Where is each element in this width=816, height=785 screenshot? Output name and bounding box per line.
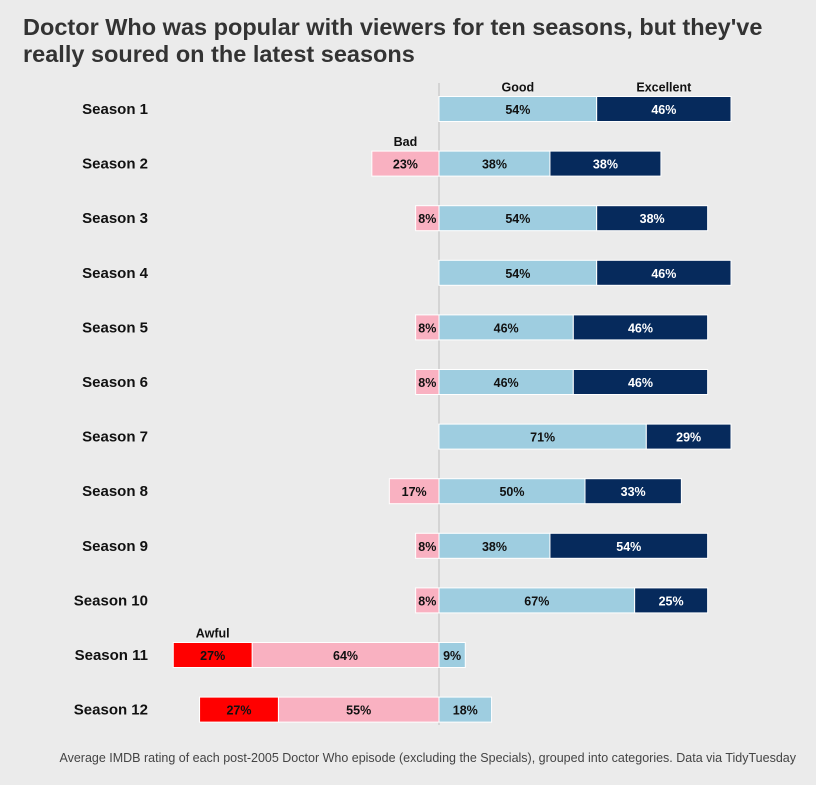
season-label-season-7: Season 7	[82, 429, 148, 446]
bar-bad-season-2	[371, 150, 440, 177]
bar-bad-season-11	[251, 642, 440, 668]
bar-label-excellent-season-9: 54%	[616, 540, 641, 554]
bar-good-season-10	[438, 587, 636, 614]
season-label-season-11: Season 11	[75, 647, 148, 664]
bar-label-excellent-season-4: 46%	[651, 267, 676, 281]
bar-label-excellent-season-1: 46%	[651, 103, 676, 117]
season-label-season-9: Season 9	[82, 538, 148, 555]
bar-label-excellent-season-3: 38%	[640, 212, 665, 226]
bar-good-season-2	[438, 150, 551, 177]
bar-label-good-season-11: 9%	[443, 649, 461, 663]
bar-label-bad-season-6: 8%	[418, 376, 436, 390]
bar-label-excellent-season-10: 25%	[659, 594, 684, 608]
chart-caption: Average IMDB rating of each post-2005 Do…	[59, 751, 796, 765]
bar-label-excellent-season-2: 38%	[593, 158, 618, 172]
bar-label-excellent-season-5: 46%	[628, 321, 653, 335]
bar-label-excellent-season-8: 33%	[621, 485, 646, 499]
bar-label-excellent-season-6: 46%	[628, 376, 653, 390]
bar-excellent-season-9	[549, 532, 709, 559]
bar-label-good-season-1: 54%	[505, 103, 530, 117]
bar-excellent-season-10	[634, 587, 709, 614]
bar-label-bad-season-12: 55%	[346, 704, 371, 718]
season-label-season-5: Season 5	[82, 319, 148, 336]
bar-excellent-season-6	[572, 369, 709, 395]
category-label-excellent: Excellent	[636, 81, 692, 95]
season-label-season-8: Season 8	[82, 483, 148, 500]
bar-label-bad-season-5: 8%	[418, 321, 436, 335]
category-label-awful: Awful	[196, 627, 230, 641]
bar-label-good-season-12: 18%	[453, 704, 478, 718]
bar-label-good-season-6: 46%	[494, 376, 519, 390]
bar-good-season-5	[438, 314, 574, 341]
bar-good-season-4	[438, 259, 598, 286]
bar-label-bad-season-2: 23%	[393, 158, 418, 172]
bar-excellent-season-2	[549, 150, 662, 177]
season-label-season-4: Season 4	[82, 265, 149, 282]
bar-awful-season-11	[172, 642, 253, 668]
bar-excellent-season-3	[596, 205, 709, 232]
bar-good-season-7	[438, 423, 647, 450]
category-label-bad: Bad	[394, 135, 418, 149]
bar-label-excellent-season-7: 29%	[676, 431, 701, 445]
bar-good-season-3	[438, 205, 598, 232]
bar-excellent-season-4	[596, 259, 732, 286]
bar-label-awful-season-11: 27%	[200, 649, 225, 663]
season-label-season-3: Season 3	[82, 210, 148, 227]
bar-excellent-season-5	[572, 314, 709, 341]
bar-label-bad-season-10: 8%	[418, 594, 436, 608]
bar-label-good-season-7: 71%	[530, 431, 555, 445]
bar-label-good-season-4: 54%	[505, 267, 530, 281]
chart-title: Doctor Who was popular with viewers for …	[23, 14, 763, 67]
bar-label-good-season-8: 50%	[499, 485, 524, 499]
bar-excellent-season-7	[645, 423, 732, 450]
bar-label-bad-season-8: 17%	[402, 485, 427, 499]
season-label-season-6: Season 6	[82, 374, 148, 391]
season-label-season-2: Season 2	[82, 156, 148, 173]
bar-label-good-season-5: 46%	[494, 321, 519, 335]
bar-good-season-1	[438, 96, 598, 122]
season-label-season-10: Season 10	[74, 592, 148, 609]
bar-awful-season-12	[199, 696, 279, 723]
bar-label-bad-season-3: 8%	[418, 212, 436, 226]
bar-good-season-6	[438, 369, 574, 395]
bar-label-bad-season-9: 8%	[418, 540, 436, 554]
bar-bad-season-8	[388, 478, 440, 505]
bar-excellent-season-1	[596, 96, 732, 122]
season-label-season-1: Season 1	[82, 101, 148, 118]
bar-label-good-season-3: 54%	[505, 212, 530, 226]
bar-good-season-12	[438, 696, 493, 723]
bar-label-good-season-10: 67%	[524, 594, 549, 608]
bars-group: Season 1 54% 46% Season 2 23% 38% 38% Season 3 8…	[74, 81, 732, 723]
bar-good-season-11	[438, 642, 466, 668]
category-label-good: Good	[502, 81, 535, 95]
bar-label-good-season-9: 38%	[482, 540, 507, 554]
bar-label-awful-season-12: 27%	[226, 704, 251, 718]
bar-label-bad-season-11: 64%	[333, 649, 358, 663]
season-label-season-12: Season 12	[74, 702, 148, 719]
bar-excellent-season-8	[584, 478, 682, 505]
bar-label-good-season-2: 38%	[482, 158, 507, 172]
